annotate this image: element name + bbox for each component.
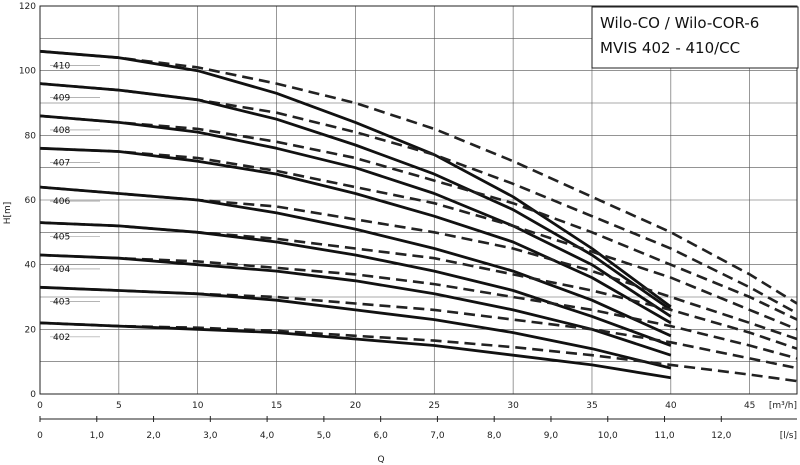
- curve-406-dashed: [39, 185, 798, 341]
- chart-title-line-1: Wilo-CO / Wilo-COR-6: [600, 14, 759, 32]
- x-tick-label-m3h: 45: [744, 401, 755, 411]
- curve-403-dashed: [39, 286, 798, 370]
- x-tick-label-m3h: 25: [429, 401, 440, 411]
- curve-408-solid: [39, 114, 672, 318]
- curve-407-solid: [39, 146, 672, 325]
- curve-label-410: 410: [53, 61, 70, 71]
- curve-label-405: 405: [53, 233, 70, 243]
- y-tick-label: 60: [25, 196, 37, 206]
- x-tick-label-ls: 7,0: [430, 431, 445, 441]
- x-tick-label-m3h: 15: [271, 401, 282, 411]
- x-tick-label-ls: 2,0: [146, 431, 161, 441]
- curve-label-404: 404: [53, 265, 70, 275]
- curve-label-408: 408: [53, 126, 70, 136]
- curve-402-dashed: [39, 321, 798, 383]
- curve-402-solid: [39, 321, 672, 380]
- x-unit-bottom: [l/s]: [780, 431, 797, 441]
- curve-408-dashed: [39, 114, 798, 321]
- y-axis-label: H[m]: [3, 202, 13, 225]
- curve-403-solid: [39, 285, 672, 370]
- curve-406-solid: [39, 185, 672, 338]
- x-tick-label-ls: 3,0: [203, 431, 218, 441]
- curve-409-dashed: [39, 82, 798, 315]
- curve-label-406: 406: [53, 197, 70, 207]
- x-tick-label-ls: 9,0: [544, 431, 559, 441]
- x-tick-label-ls: 11,0: [655, 431, 675, 441]
- curve-404-dashed: [39, 253, 798, 360]
- x-tick-label-m3h: 30: [507, 401, 519, 411]
- x-tick-label-m3h: 35: [586, 401, 597, 411]
- x-axis-label: Q: [377, 455, 384, 465]
- y-tick-label: 120: [19, 2, 36, 12]
- title-box: Wilo-CO / Wilo-COR-6 MVIS 402 - 410/CC: [591, 6, 799, 69]
- plot-frame: [39, 5, 798, 395]
- x-tick-label-ls: 12,0: [711, 431, 731, 441]
- axes: 0 20 40 60 80 100 120 0 5 10 15 20 25 30 35 40 45 0 1,0 2,0…: [19, 2, 798, 441]
- x-tick-label-m3h: 40: [665, 401, 677, 411]
- curve-407-dashed: [39, 147, 798, 331]
- x-tick-label-ls: 8,0: [487, 431, 502, 441]
- curve-label-402: 402: [53, 333, 70, 343]
- x-tick-label-m3h: 10: [192, 401, 204, 411]
- y-tick-label: 40: [25, 261, 37, 271]
- y-tick-label: 80: [25, 131, 37, 141]
- curve-label-407: 407: [53, 158, 70, 168]
- curve-404-solid: [39, 253, 672, 357]
- x-unit-top: [m³/h]: [769, 401, 797, 411]
- y-tick-label: 20: [25, 325, 37, 335]
- y-tick-label: 100: [19, 67, 36, 77]
- title-box-frame: [591, 6, 799, 69]
- chart-title-line-2: MVIS 402 - 410/CC: [600, 39, 740, 57]
- x-tick-label-m3h: 20: [350, 401, 362, 411]
- x-tick-label-m3h: 5: [116, 401, 122, 411]
- curve-405-dashed: [39, 221, 798, 350]
- curves: [39, 49, 798, 383]
- curve-labels: 410 409 408 407 406 405 404 403 402: [50, 61, 100, 343]
- y-tick-label: 0: [30, 390, 36, 400]
- x-tick-label-ls: 10,0: [598, 431, 618, 441]
- x-tick-label-m3h: 0: [37, 401, 43, 411]
- curve-label-403: 403: [53, 297, 70, 307]
- curve-410-solid: [39, 49, 672, 308]
- curve-label-409: 409: [53, 94, 70, 104]
- x-tick-label-ls: 6,0: [373, 431, 388, 441]
- curve-405-solid: [39, 221, 672, 347]
- x-tick-label-ls: 4,0: [260, 431, 275, 441]
- x-tick-label-ls: 1,0: [90, 431, 105, 441]
- x-tick-label-ls: 5,0: [317, 431, 332, 441]
- x-tick-label-ls: 0: [37, 431, 43, 441]
- curve-409-solid: [39, 82, 672, 312]
